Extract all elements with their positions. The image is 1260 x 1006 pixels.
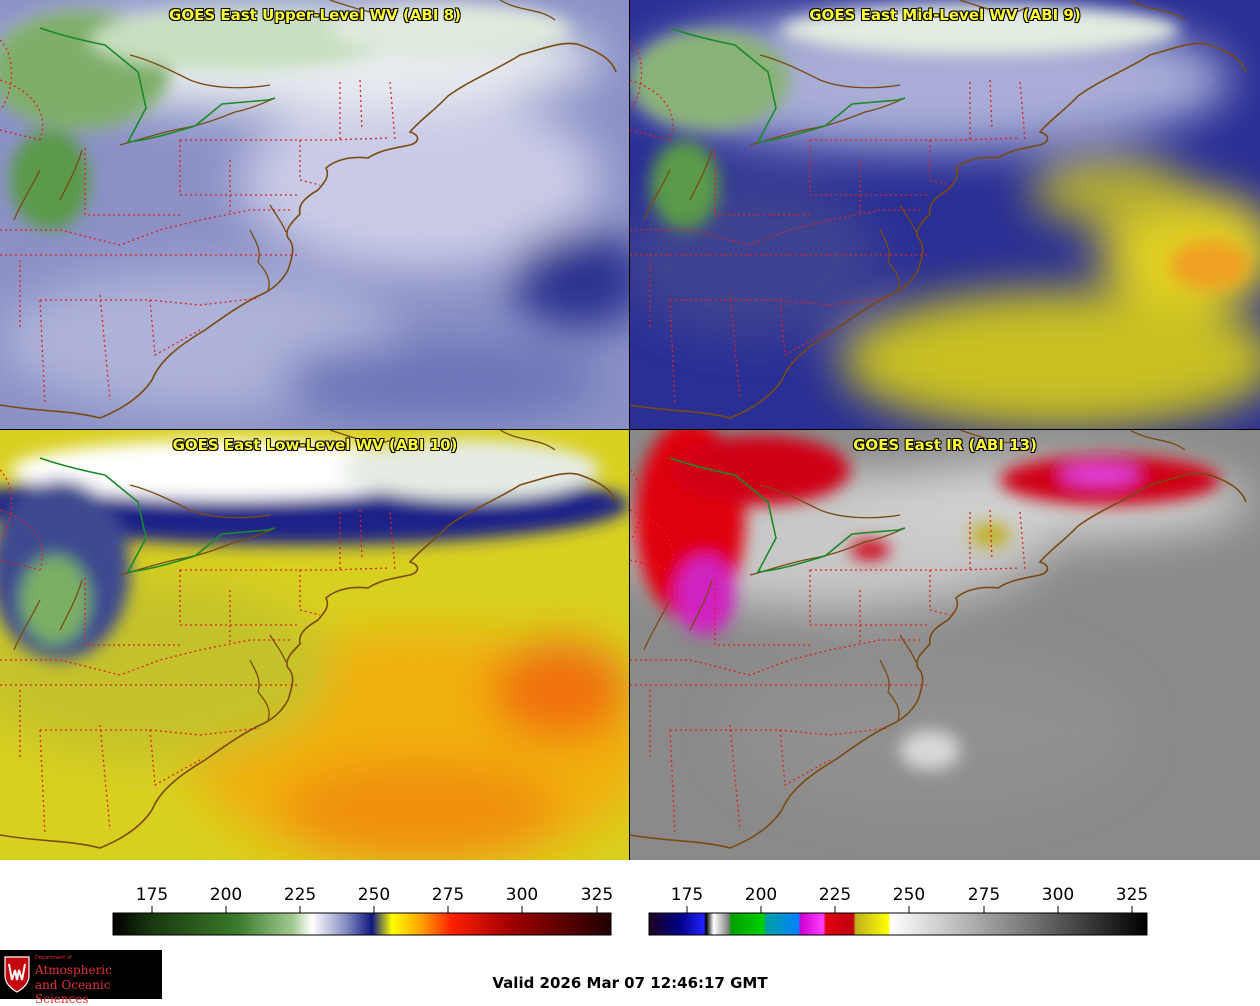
upper-level-wv-panel: GOES East Upper-Level WV (ABI 8) bbox=[0, 0, 630, 430]
low-level-wv-panel: GOES East Low-Level WV (ABI 10) bbox=[0, 430, 630, 860]
low-level-wv-image bbox=[0, 430, 630, 860]
ir-panel: GOES East IR (ABI 13) bbox=[630, 430, 1260, 860]
ir-image bbox=[630, 430, 1260, 860]
wv-tick-label: 300 bbox=[506, 885, 538, 905]
panel-title: GOES East IR (ABI 13) bbox=[853, 436, 1037, 454]
wv-colorbar-ticks: 175 200 225 250 275 300 325 bbox=[136, 885, 613, 913]
panel-title: GOES East Low-Level WV (ABI 10) bbox=[172, 436, 458, 454]
panel-title: GOES East Upper-Level WV (ABI 8) bbox=[169, 6, 461, 24]
panel-title: GOES East Mid-Level WV (ABI 9) bbox=[809, 6, 1081, 24]
panel-divider-horizontal bbox=[0, 429, 1260, 430]
ir-tick-label: 175 bbox=[671, 885, 703, 905]
wv-tick-label: 200 bbox=[210, 885, 242, 905]
ir-colorbar: 175 200 225 250 275 300 325 bbox=[636, 875, 1156, 937]
aos-logo: Department of Atmospheric and Oceanic Sc… bbox=[0, 950, 162, 1006]
mid-level-wv-image bbox=[630, 0, 1260, 430]
wv-colorbar: 175 200 225 250 275 300 325 bbox=[100, 875, 620, 937]
wv-tick-label: 225 bbox=[284, 885, 316, 905]
logo-dept-line: Department of bbox=[35, 955, 72, 961]
panel-divider-vertical bbox=[629, 0, 630, 860]
upper-level-wv-image bbox=[0, 0, 630, 430]
ir-tick-label: 225 bbox=[819, 885, 851, 905]
wv-tick-label: 175 bbox=[136, 885, 168, 905]
uw-crest-icon bbox=[4, 956, 30, 993]
wv-tick-label: 325 bbox=[581, 885, 613, 905]
ir-tick-label: 200 bbox=[745, 885, 777, 905]
wv-tick-label: 250 bbox=[358, 885, 390, 905]
ir-colorbar-ticks: 175 200 225 250 275 300 325 bbox=[671, 885, 1148, 913]
ir-tick-label: 275 bbox=[968, 885, 1000, 905]
ir-tick-label: 250 bbox=[893, 885, 925, 905]
logo-name-line1: Atmospheric bbox=[35, 963, 112, 977]
ir-tick-label: 325 bbox=[1116, 885, 1148, 905]
ir-tick-label: 300 bbox=[1042, 885, 1074, 905]
valid-time: Valid 2026 Mar 07 12:46:17 GMT bbox=[492, 974, 768, 992]
wv-tick-label: 275 bbox=[432, 885, 464, 905]
mid-level-wv-panel: GOES East Mid-Level WV (ABI 9) bbox=[630, 0, 1260, 430]
